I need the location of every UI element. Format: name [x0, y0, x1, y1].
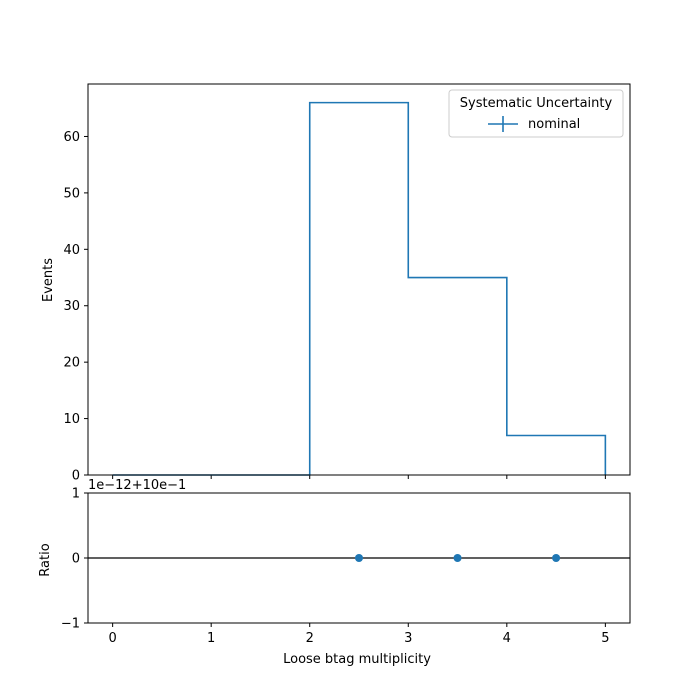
legend: Systematic Uncertainty nominal [448, 89, 624, 138]
main-y-tick-label: 60 [63, 130, 80, 145]
main-y-tick-label: 20 [63, 356, 80, 371]
main-plot-frame [87, 83, 631, 476]
main-panel: 0 10 20 30 40 50 60 Events Systematic Uncertai… [41, 83, 631, 484]
ratio-y-tick-label: 0 [72, 552, 80, 567]
main-y-tick-label: 10 [63, 412, 80, 427]
main-y-ticks: 0 10 20 30 40 50 60 [63, 130, 88, 484]
x-tick-label: 4 [503, 631, 511, 646]
ratio-point [355, 554, 363, 562]
ratio-points [355, 554, 561, 562]
main-y-axis-label: Events [41, 258, 56, 302]
ratio-panel: −1 0 1 0 1 2 3 4 5 1e−12+10e−1 Ratio Loose btag… [38, 478, 631, 667]
ratio-plot-frame [87, 492, 631, 624]
x-axis-label: Loose btag multiplicity [283, 652, 431, 667]
x-tick-label: 5 [601, 631, 609, 646]
x-tick-label: 2 [306, 631, 314, 646]
ratio-y-tick-label: 1 [72, 487, 80, 502]
ratio-x-ticks: 0 1 2 3 4 5 [108, 623, 610, 646]
main-y-tick-label: 30 [63, 299, 80, 314]
legend-title: Systematic Uncertainty [460, 96, 613, 111]
x-tick-label: 3 [404, 631, 412, 646]
ratio-y-tick-label: −1 [61, 617, 80, 632]
main-plot-area [88, 84, 630, 475]
ratio-point [552, 554, 561, 562]
ratio-y-axis-label: Ratio [38, 543, 53, 576]
x-tick-label: 1 [207, 631, 215, 646]
ratio-y-ticks: −1 0 1 [61, 487, 88, 632]
main-y-tick-label: 40 [63, 243, 80, 258]
legend-entry-nominal: nominal [528, 117, 580, 132]
ratio-point [453, 554, 462, 562]
x-tick-label: 0 [108, 631, 116, 646]
main-y-tick-label: 0 [72, 469, 80, 484]
main-x-ticks [112, 475, 606, 479]
legend-box [448, 89, 624, 138]
main-y-tick-label: 50 [63, 186, 80, 201]
legend-marker-nominal [488, 116, 518, 132]
ratio-offset-label: 1e−12+10e−1 [88, 478, 186, 493]
